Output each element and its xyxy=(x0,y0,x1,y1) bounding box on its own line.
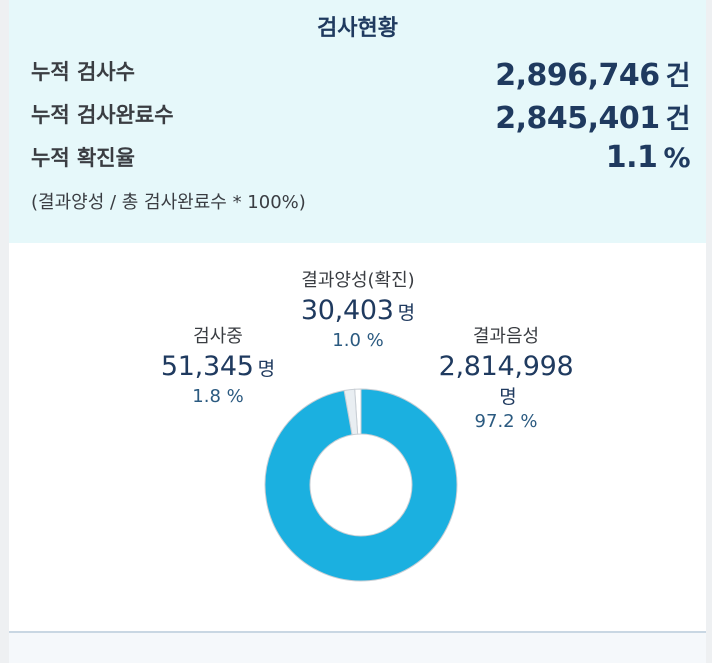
positive-count: 30,403 xyxy=(300,295,394,326)
next-panel-edge xyxy=(9,631,706,663)
cumulative-tests-label: 누적 검사수 xyxy=(31,60,135,84)
confirmed-rate-unit: % xyxy=(663,143,690,174)
rate-formula-note: (결과양성 / 총 검사완료수 * 100%) xyxy=(31,192,306,213)
cumulative-completed-number: 2,845,401 xyxy=(495,101,660,136)
test-status-card: 검사현황 누적 검사수 2,896,746 건 누적 검사완료수 2,845,40… xyxy=(9,0,706,663)
negative-count: 2,814,998 xyxy=(438,351,574,382)
cumulative-tests-value: 2,896,746 건 xyxy=(495,54,690,93)
negative-unit: 명 xyxy=(499,386,517,408)
confirmed-rate-number: 1.1 xyxy=(605,140,658,175)
pending-unit: 명 xyxy=(257,358,276,380)
summary-title: 검사현황 xyxy=(317,16,398,41)
positive-unit: 명 xyxy=(397,302,416,324)
pending-percent: 1.8 % xyxy=(192,386,244,407)
positive-percent: 1.0 % xyxy=(332,330,384,351)
confirmed-rate-label: 누적 확진율 xyxy=(31,146,135,170)
test-summary-panel: 검사현황 누적 검사수 2,896,746 건 누적 검사완료수 2,845,40… xyxy=(9,0,706,243)
cumulative-tests-number: 2,896,746 xyxy=(495,58,660,93)
pending-label: 검사중 xyxy=(193,326,243,347)
negative-slice xyxy=(264,388,458,582)
cumulative-completed-label: 누적 검사완료수 xyxy=(31,103,174,127)
negative-label: 결과음성 xyxy=(472,326,540,347)
confirmed-rate-value: 1.1% xyxy=(605,140,691,175)
positive-stat: 결과양성(확진) 30,403 명 1.0 % xyxy=(263,266,453,351)
cumulative-completed-value: 2,845,401 건 xyxy=(495,97,690,136)
cumulative-tests-unit: 건 xyxy=(665,61,691,92)
pending-count: 51,345 xyxy=(160,351,254,382)
positive-label: 결과양성(확진) xyxy=(301,270,415,291)
result-donut-chart xyxy=(264,388,458,582)
negative-stat: 결과음성 2,814,998 명 97.2 % xyxy=(427,322,585,432)
negative-percent: 97.2 % xyxy=(474,411,538,432)
pending-stat: 검사중 51,345 명 1.8 % xyxy=(141,322,295,407)
cumulative-completed-unit: 건 xyxy=(665,104,691,135)
